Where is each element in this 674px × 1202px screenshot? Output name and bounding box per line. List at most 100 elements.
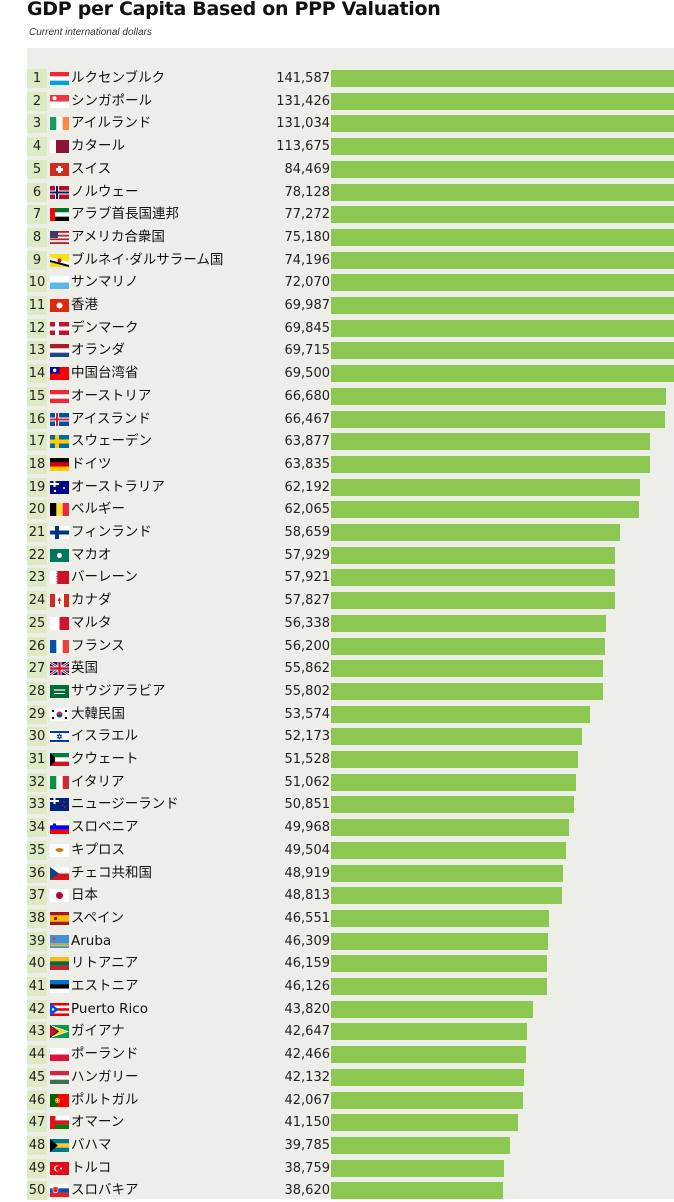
table-row: 37 日本 48,813	[0, 884, 674, 907]
country-name-label: トルコ	[71, 1159, 112, 1176]
table-row: 9 ブルネイ·ダルサラーム国 74,196	[0, 249, 674, 272]
data-value-label: 66,680	[284, 388, 331, 404]
country-name-label: スペイン	[71, 909, 125, 926]
rank-label: 8	[27, 227, 47, 247]
rank-label: 37	[27, 886, 47, 906]
taiwan-flag-icon	[50, 367, 69, 381]
bar	[331, 1136, 510, 1154]
country-name-label: 日本	[71, 887, 98, 904]
country-name-label: マルタ	[71, 614, 112, 631]
rank-label: 41	[27, 977, 47, 996]
bar	[331, 751, 579, 768]
rank-label: 32	[27, 772, 47, 792]
country-name-label: イスラエル	[71, 728, 139, 745]
hungary-flag-icon	[50, 1070, 69, 1084]
table-row: 39 Aruba 46,309	[0, 930, 674, 953]
country-name-label: Aruba	[71, 932, 112, 949]
country-name-label: オランダ	[71, 342, 125, 359]
data-value-label: 63,835	[284, 456, 331, 472]
country-name-label: バーレーン	[71, 569, 138, 586]
data-value-label: 48,813	[284, 888, 331, 904]
bar	[331, 569, 616, 587]
country-name-label: ポルトガル	[71, 1091, 139, 1108]
data-value-label: 69,500	[284, 366, 331, 382]
country-name-label: ニュージーランド	[71, 796, 179, 813]
country-name-label: デンマーク	[71, 319, 139, 336]
rank-label: 13	[27, 341, 47, 361]
table-row: 45 ハンガリー 42,132	[0, 1066, 674, 1089]
bar	[331, 660, 604, 678]
bar	[331, 1114, 518, 1132]
data-value-label: 51,062	[284, 774, 331, 790]
table-row: 42 Puerto Rico 43,820	[0, 998, 674, 1021]
rank-label: 50	[27, 1181, 47, 1201]
bar	[331, 433, 651, 451]
bar	[331, 546, 616, 564]
country-name-label: スウェーデン	[71, 433, 152, 450]
bar	[331, 819, 570, 837]
rank-label: 2	[27, 91, 47, 111]
rank-label: 7	[27, 205, 47, 225]
table-row: 19 オーストラリア 62,192	[0, 476, 674, 499]
data-value-label: 69,845	[284, 320, 331, 336]
data-value-label: 55,862	[284, 661, 331, 677]
bar	[331, 932, 548, 950]
data-value-label: 62,065	[284, 502, 331, 518]
bar	[331, 682, 604, 700]
rank-label: 15	[27, 386, 47, 406]
data-value-label: 38,759	[284, 1160, 331, 1176]
bar	[331, 728, 582, 746]
rank-label: 12	[27, 318, 47, 338]
country-name-label: アラブ首長国連邦	[71, 206, 179, 223]
rank-label: 3	[27, 114, 47, 134]
country-name-label: オーストラリア	[71, 478, 165, 495]
data-value-label: 57,827	[284, 593, 331, 609]
table-row: 24 カナダ 57,827	[0, 589, 674, 612]
table-row: 41 エストニア 46,126	[0, 975, 674, 998]
bar	[331, 841, 567, 859]
rank-label: 16	[27, 409, 47, 429]
bar	[331, 705, 591, 723]
rank-label: 47	[27, 1113, 47, 1133]
country-name-label: フィンランド	[71, 524, 152, 540]
rank-label: 36	[27, 863, 47, 883]
south-korea-flag-icon	[50, 707, 69, 721]
table-row: 16 アイスランド 66,467	[0, 408, 674, 431]
data-value-label: 46,551	[284, 910, 331, 926]
table-row: 15 オーストリア 66,680	[0, 385, 674, 408]
rank-label: 28	[27, 681, 47, 701]
rank-label: 40	[27, 954, 47, 974]
chart-title: GDP per Capita Based on PPP Valuation	[27, 0, 441, 20]
new-zealand-flag-icon	[50, 798, 69, 812]
data-value-label: 39,785	[284, 1137, 331, 1153]
bar	[331, 773, 576, 791]
austria-flag-icon	[50, 389, 69, 403]
country-name-label: リトアニア	[71, 955, 139, 972]
data-value-label: 78,128	[284, 184, 331, 200]
guyana-flag-icon	[50, 1025, 69, 1039]
rank-label: 5	[27, 159, 47, 179]
turkey-flag-icon	[50, 1161, 69, 1175]
bar	[331, 206, 674, 224]
table-row: 2 シンガポール 131,426	[0, 90, 674, 113]
country-name-label: アイスランド	[71, 410, 151, 427]
norway-flag-icon	[50, 185, 69, 199]
bar	[331, 70, 674, 87]
country-name-label: スイス	[71, 160, 112, 177]
rank-label: 14	[27, 364, 47, 384]
rank-label: 44	[27, 1045, 47, 1065]
data-value-label: 46,159	[284, 956, 331, 972]
table-row: 10 サンマリノ 72,070	[0, 271, 674, 294]
table-row: 11 香港 69,987	[0, 294, 674, 317]
country-name-label: オーストリア	[71, 387, 152, 404]
cyprus-flag-icon	[50, 843, 69, 857]
data-value-label: 46,309	[284, 933, 331, 949]
data-value-label: 84,469	[284, 161, 331, 177]
data-value-label: 62,192	[284, 479, 331, 495]
bar	[331, 319, 674, 337]
table-row: 3 アイルランド 131,034	[0, 112, 674, 135]
rank-label: 24	[27, 591, 47, 611]
country-name-label: ノルウェー	[71, 183, 139, 200]
rank-label: 30	[27, 727, 47, 747]
bar	[331, 342, 674, 360]
